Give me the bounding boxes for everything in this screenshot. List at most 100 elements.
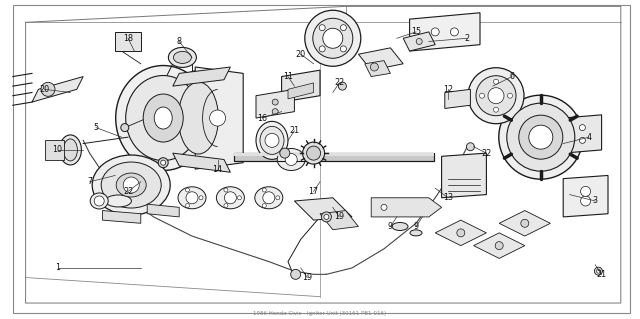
Text: 18: 18 (123, 34, 133, 43)
Circle shape (521, 219, 529, 227)
Circle shape (467, 143, 474, 151)
Circle shape (276, 196, 280, 200)
Circle shape (468, 68, 524, 124)
Ellipse shape (116, 173, 146, 197)
Circle shape (323, 28, 343, 48)
Polygon shape (320, 211, 358, 230)
Ellipse shape (173, 51, 191, 63)
Ellipse shape (116, 65, 211, 171)
Circle shape (495, 241, 503, 250)
Text: 22: 22 (334, 78, 344, 87)
Text: 19: 19 (334, 212, 344, 221)
Circle shape (340, 46, 346, 52)
Polygon shape (173, 153, 230, 172)
Circle shape (305, 10, 361, 66)
Circle shape (493, 79, 499, 84)
Text: 5: 5 (93, 123, 99, 132)
Polygon shape (45, 140, 64, 160)
Circle shape (416, 39, 422, 44)
Circle shape (507, 103, 575, 171)
Polygon shape (403, 32, 435, 51)
Circle shape (262, 188, 266, 192)
Ellipse shape (106, 195, 131, 207)
Text: 14: 14 (212, 165, 223, 174)
Circle shape (321, 212, 332, 222)
Ellipse shape (255, 187, 283, 209)
Text: 2: 2 (465, 34, 470, 43)
Polygon shape (147, 204, 179, 217)
Ellipse shape (179, 82, 218, 154)
Circle shape (457, 229, 465, 237)
Circle shape (319, 46, 325, 52)
Bar (234, 153, 434, 156)
Circle shape (237, 196, 241, 200)
Polygon shape (358, 48, 403, 70)
Polygon shape (563, 175, 608, 217)
Text: 21: 21 (596, 270, 607, 279)
Circle shape (381, 204, 387, 210)
Ellipse shape (303, 142, 324, 164)
Circle shape (280, 148, 290, 158)
Circle shape (186, 204, 189, 208)
Circle shape (324, 214, 329, 219)
Ellipse shape (307, 146, 321, 160)
Circle shape (488, 88, 504, 104)
Text: 10: 10 (52, 145, 63, 154)
Polygon shape (102, 211, 141, 223)
Text: 3: 3 (593, 197, 598, 205)
Text: 8: 8 (177, 37, 182, 46)
Circle shape (263, 192, 275, 204)
Text: 17: 17 (308, 187, 319, 196)
Ellipse shape (143, 94, 183, 142)
Text: 15: 15 (411, 27, 421, 36)
Circle shape (476, 76, 516, 116)
Ellipse shape (168, 48, 196, 67)
Text: 6: 6 (509, 72, 515, 81)
Polygon shape (256, 89, 294, 118)
Ellipse shape (216, 187, 244, 209)
Circle shape (199, 196, 203, 200)
Circle shape (339, 82, 346, 90)
Polygon shape (442, 153, 486, 198)
Circle shape (224, 188, 228, 192)
Circle shape (371, 63, 378, 71)
Polygon shape (32, 77, 83, 102)
Ellipse shape (63, 139, 77, 161)
Text: 16: 16 (257, 114, 268, 122)
Ellipse shape (277, 149, 305, 170)
Ellipse shape (168, 70, 228, 166)
Circle shape (272, 109, 278, 115)
Circle shape (285, 153, 297, 166)
Text: 20: 20 (296, 50, 306, 59)
Polygon shape (288, 83, 314, 99)
Bar (234, 153, 434, 161)
Polygon shape (282, 70, 320, 102)
Circle shape (94, 196, 104, 206)
Text: 13: 13 (443, 193, 453, 202)
Circle shape (595, 267, 602, 275)
Ellipse shape (410, 230, 422, 236)
Circle shape (121, 123, 129, 132)
Circle shape (580, 186, 591, 197)
Polygon shape (115, 32, 141, 51)
Polygon shape (445, 89, 470, 108)
Ellipse shape (260, 126, 284, 154)
Polygon shape (195, 67, 243, 169)
Text: 9: 9 (388, 222, 393, 231)
Circle shape (508, 93, 513, 98)
Circle shape (224, 204, 228, 208)
Circle shape (291, 269, 301, 279)
Circle shape (272, 99, 278, 105)
Circle shape (580, 196, 591, 206)
Ellipse shape (178, 187, 206, 209)
Polygon shape (410, 13, 480, 51)
Circle shape (319, 25, 325, 31)
Text: 21: 21 (289, 126, 300, 135)
Circle shape (340, 25, 346, 31)
Circle shape (493, 107, 499, 112)
Bar (234, 153, 434, 161)
Circle shape (431, 28, 439, 36)
Ellipse shape (256, 121, 288, 160)
Text: 1: 1 (55, 263, 60, 272)
Circle shape (313, 18, 353, 58)
